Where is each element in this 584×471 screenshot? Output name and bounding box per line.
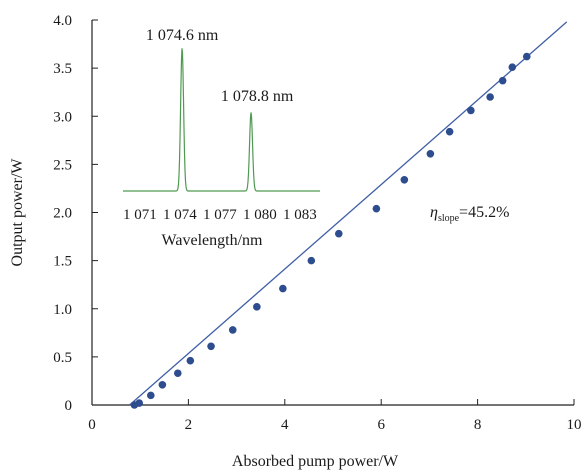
data-point: [228, 326, 237, 334]
y-tick-label: 0.5: [53, 350, 72, 366]
x-tick-label: 6: [377, 417, 385, 433]
y-tick-label: 1.0: [53, 302, 72, 318]
data-point: [186, 356, 195, 365]
x-tick-label: 2: [185, 417, 193, 433]
data-point: [147, 391, 155, 400]
slope-value: =45.2%: [459, 204, 509, 221]
inset-peak-label: 1 074.6 nm: [146, 27, 219, 44]
slope-annotation: ηslope=45.2%: [430, 204, 509, 224]
y-tick-label: 2.0: [53, 206, 72, 222]
y-axis-title: Output power/W: [9, 158, 26, 267]
y-tick-label: 3.5: [53, 61, 72, 77]
y-tick-label: 3.0: [53, 109, 72, 125]
data-point: [498, 76, 507, 85]
inset-x-tick-label: 1 080: [243, 207, 277, 223]
fit-line: [129, 21, 568, 406]
data-point: [522, 52, 531, 61]
data-point: [158, 380, 167, 389]
data-point: [467, 106, 475, 115]
inset-peak-label: 1 078.8 nm: [221, 88, 294, 105]
inset-spectrum-line: [123, 48, 320, 192]
data-point: [372, 204, 381, 213]
data-point: [307, 256, 316, 265]
data-point: [400, 175, 409, 184]
data-point: [426, 149, 435, 158]
x-tick-label: 8: [474, 417, 482, 433]
data-point: [173, 369, 182, 378]
inset-spectrum: 1 074.6 nm 1 078.8 nm 1 071 1 074 1 077 1 080…: [123, 27, 320, 249]
y-tick-label: 0: [65, 398, 73, 414]
inset-x-tick-label: 1 074: [163, 207, 197, 223]
data-point: [135, 399, 144, 407]
eta-symbol: η: [430, 204, 438, 221]
data-point: [207, 342, 215, 351]
inset-x-axis-title: Wavelength/nm: [162, 232, 263, 249]
data-point: [445, 127, 454, 136]
x-tick-label: 0: [88, 417, 96, 433]
data-point: [253, 303, 261, 311]
data-point: [508, 63, 517, 71]
data-points: [130, 52, 531, 409]
data-point: [486, 93, 494, 101]
y-tick-label: 4.0: [53, 13, 72, 29]
slope-annotation-text: ηslope=45.2%: [430, 204, 509, 224]
inset-x-tick-label: 1 083: [283, 207, 317, 223]
axes: 0 2 4 6 8 10 0 0.5 1.0 1.5 2.0 2.5 3.0 3.5 4.0 Absorbed…: [9, 13, 582, 470]
data-point: [334, 229, 343, 238]
x-axis-title: Absorbed pump power/W: [232, 453, 399, 470]
data-point: [279, 284, 287, 293]
y-tick-label: 1.5: [53, 254, 72, 270]
x-tick-label: 10: [567, 417, 582, 433]
fit-line-group: [129, 21, 568, 406]
inset-x-tick-label: 1 077: [203, 207, 237, 223]
slope-subscript: slope: [438, 213, 460, 224]
inset-x-tick-label: 1 071: [123, 207, 157, 223]
x-tick-label: 4: [281, 417, 289, 433]
y-tick-label: 2.5: [53, 157, 72, 173]
